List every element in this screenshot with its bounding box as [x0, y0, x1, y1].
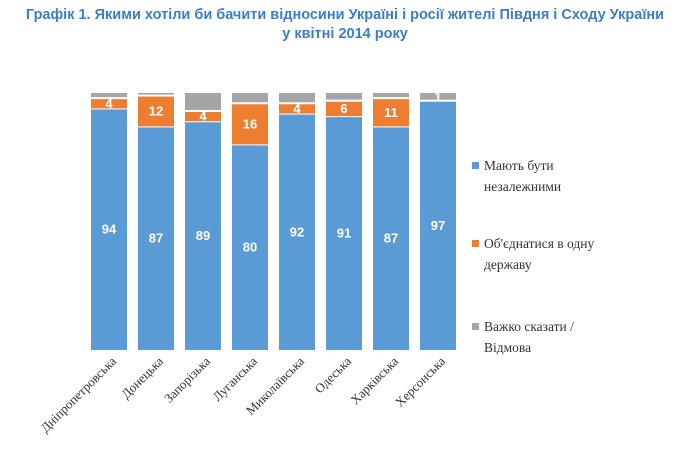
bar-segment-3-2 — [138, 93, 174, 95]
category-label-2: Донецька — [118, 353, 166, 401]
bar-segment-2-3 — [185, 111, 221, 122]
bar-segment-1-3 — [185, 122, 221, 351]
legend-label-3-line-2: Відмова — [484, 340, 531, 355]
chart-title: Графік 1. Якими хотіли би бачити відноси… — [0, 6, 690, 44]
chart-title-line-2: у квітні 2014 року — [282, 26, 408, 42]
bar-segment-1-8 — [420, 101, 456, 351]
value-label-1-5: 92 — [290, 224, 304, 239]
bar-segment-3-5 — [279, 93, 315, 103]
category-label-8: Херсонська — [392, 353, 448, 409]
legend-label-2-line-2: державу — [484, 257, 532, 272]
bar-segment-2-5 — [279, 104, 315, 114]
value-labels-group: 94 4 87 12 89 4 80 16 92 4 91 6 87 11 97 1 — [102, 89, 445, 254]
bar-segment-3-1 — [91, 93, 127, 98]
category-labels-group: Дніпропетровська ДонецькаЗапорізькаЛуганс… — [37, 353, 448, 435]
bar-segment-2-1 — [91, 99, 127, 109]
legend-label-1-line-1: Мають бути — [484, 158, 554, 173]
bar-segment-3-7 — [373, 93, 409, 98]
value-label-2-2: 12 — [149, 103, 163, 118]
legend-label-2-line-1: Об'єднатися в одну — [484, 236, 594, 251]
value-label-1-3: 89 — [196, 228, 210, 243]
bar-segment-2-2 — [138, 96, 174, 127]
value-label-1-4: 80 — [243, 240, 257, 255]
value-label-2-7: 11 — [384, 105, 398, 120]
value-label-2-3: 4 — [199, 109, 207, 124]
legend: Мають бути незалежними Об'єднатися в одну д… — [472, 158, 594, 355]
bar-segment-3-6 — [326, 93, 362, 100]
value-label-2-6: 6 — [340, 101, 347, 116]
bar-segment-2-7 — [373, 99, 409, 127]
chart-title-line-1: Графік 1. Якими хотіли би бачити відноси… — [25, 7, 665, 23]
bar-segment-1-1 — [91, 109, 127, 350]
value-label-3-8: 1 — [434, 89, 441, 104]
category-label-1: Дніпропетровська — [37, 353, 119, 435]
bar-segment-1-7 — [373, 127, 409, 350]
bar-segment-1-4 — [232, 145, 268, 350]
bar-segment-1-2 — [138, 127, 174, 350]
bar-segment-2-4 — [232, 104, 268, 145]
value-label-2-5: 4 — [293, 101, 301, 116]
bar-segment-1-6 — [326, 117, 362, 350]
value-label-2-1: 4 — [105, 96, 113, 111]
bar-segment-3-4 — [232, 93, 268, 103]
legend-swatch-2 — [472, 240, 479, 247]
value-label-1-7: 87 — [384, 231, 398, 246]
value-label-1-1: 94 — [102, 222, 117, 237]
value-label-1-2: 87 — [149, 231, 163, 246]
legend-label-3-line-1: Важко сказати / — [484, 319, 574, 334]
bar-segment-1-5 — [279, 114, 315, 350]
bar-segment-3-8 — [420, 93, 456, 100]
value-label-1-8: 97 — [431, 218, 445, 233]
value-label-1-6: 91 — [337, 226, 351, 241]
legend-swatch-3 — [472, 323, 479, 330]
bar-segment-3-3 — [185, 93, 221, 110]
legend-swatch-1 — [472, 162, 479, 169]
legend-label-1-line-2: незалежними — [484, 179, 561, 194]
bars-group — [91, 93, 456, 351]
bar-segment-2-6 — [326, 101, 362, 117]
category-label-6: Одеська — [311, 353, 354, 396]
category-label-3: Запорізька — [161, 353, 213, 405]
value-label-2-4: 16 — [243, 116, 257, 131]
